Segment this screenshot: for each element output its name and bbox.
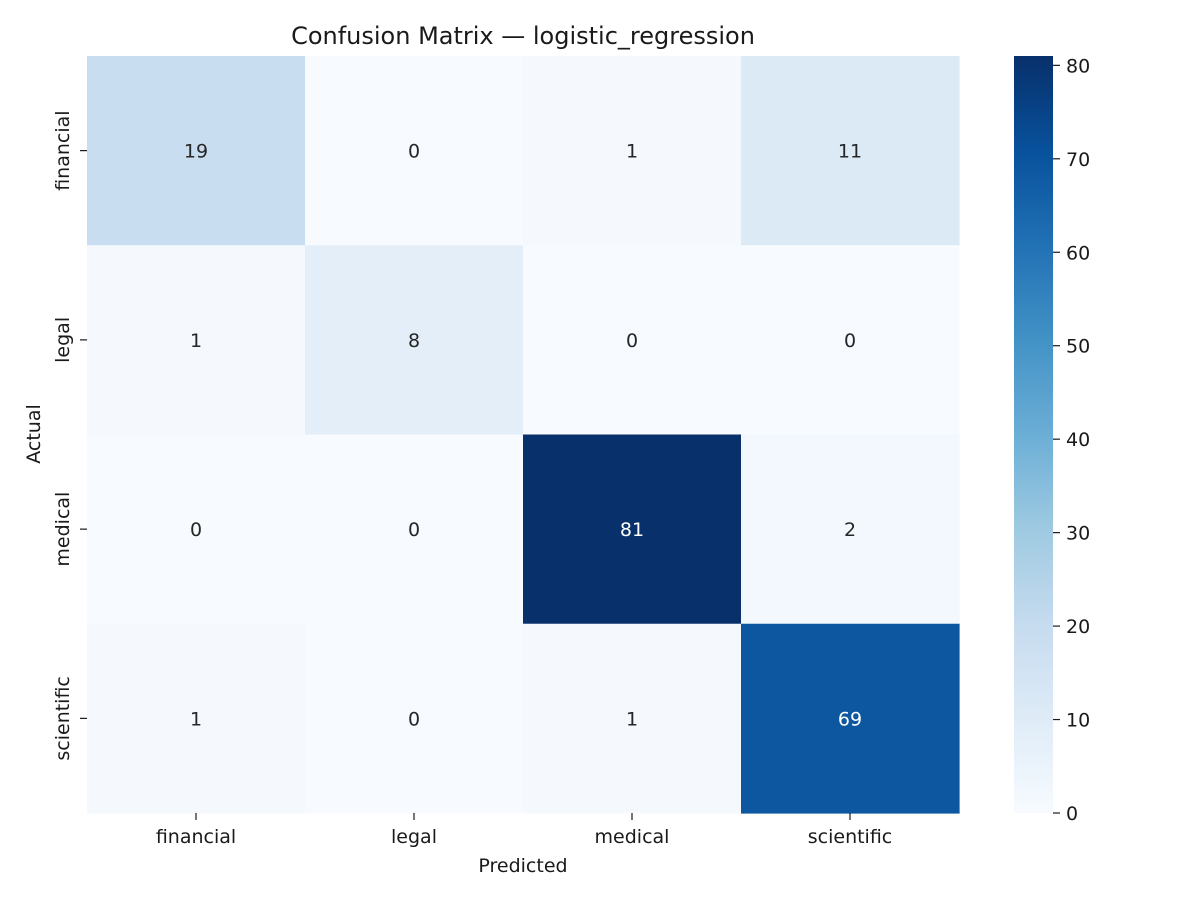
heatmap-cell-scientific-scientific <box>741 623 960 814</box>
cell-value-label: 1 <box>190 708 202 730</box>
colorbar-tick-label: 0 <box>1066 803 1078 825</box>
cell-value-label: 0 <box>408 519 420 541</box>
heatmap-cells <box>87 56 960 814</box>
heatmap-cell-financial-legal <box>305 56 524 246</box>
cell-value-label: 19 <box>184 141 208 163</box>
colorbar-tick-label: 60 <box>1066 242 1090 264</box>
heatmap-cell-medical-financial <box>87 434 306 625</box>
cell-value-label: 0 <box>408 141 420 163</box>
heatmap-cell-scientific-financial <box>87 623 306 814</box>
y-tick-label: legal <box>52 317 74 363</box>
cell-value-label: 1 <box>626 708 638 730</box>
heatmap-cell-legal-legal <box>305 245 524 436</box>
heatmap-cell-legal-medical <box>523 245 742 436</box>
cell-value-label: 1 <box>626 141 638 163</box>
colorbar-tick-label: 40 <box>1066 429 1090 451</box>
x-tick-label: medical <box>595 826 670 848</box>
cell-value-label: 0 <box>626 330 638 352</box>
cell-value-label: 0 <box>408 708 420 730</box>
colorbar-tick-label: 20 <box>1066 616 1090 638</box>
x-tick-label: financial <box>156 826 236 848</box>
colorbar <box>1014 56 1053 813</box>
heatmap-cell-medical-medical <box>523 434 742 625</box>
x-axis-label: Predicted <box>478 855 567 877</box>
chart-title: Confusion Matrix — logistic_regression <box>291 22 755 50</box>
heatmap-cell-financial-scientific <box>741 56 960 246</box>
cell-value-label: 69 <box>838 708 862 730</box>
cell-value-label: 0 <box>190 519 202 541</box>
colorbar-tick-label: 50 <box>1066 336 1090 358</box>
cell-value-label: 2 <box>844 519 856 541</box>
heatmap-cell-financial-medical <box>523 56 742 246</box>
colorbar-tick-label: 10 <box>1066 710 1090 732</box>
heatmap-cell-medical-legal <box>305 434 524 625</box>
colorbar-tick-label: 70 <box>1066 149 1090 171</box>
cell-value-label: 81 <box>620 519 644 541</box>
cell-value-label: 1 <box>190 330 202 352</box>
cell-value-label: 0 <box>844 330 856 352</box>
y-tick-label: scientific <box>52 676 74 761</box>
heatmap-cell-medical-scientific <box>741 434 960 625</box>
heatmap-cell-legal-scientific <box>741 245 960 436</box>
y-tick-label: medical <box>52 492 74 567</box>
cell-value-label: 8 <box>408 330 420 352</box>
x-tick-label: scientific <box>808 826 893 848</box>
cell-value-label: 11 <box>838 141 862 163</box>
colorbar-tick-label: 80 <box>1066 55 1090 77</box>
heatmap-cell-financial-financial <box>87 56 306 246</box>
x-axis-ticks: financial legal medical scientific <box>156 813 892 848</box>
heatmap-cell-scientific-medical <box>523 623 742 814</box>
y-tick-label: financial <box>52 110 74 190</box>
x-tick-label: legal <box>391 826 437 848</box>
y-axis-label: Actual <box>23 404 45 464</box>
colorbar-ticks: 0 10 20 30 40 50 60 70 80 <box>1053 55 1090 825</box>
colorbar-tick-label: 30 <box>1066 523 1090 545</box>
y-axis-ticks: financial legal medical scientific <box>52 110 87 761</box>
heatmap-cell-legal-financial <box>87 245 306 436</box>
heatmap-cell-scientific-legal <box>305 623 524 814</box>
heatmap-cell-labels: 19 0 1 111 8 0 00 0 81 21 0 1 69 <box>184 141 862 731</box>
